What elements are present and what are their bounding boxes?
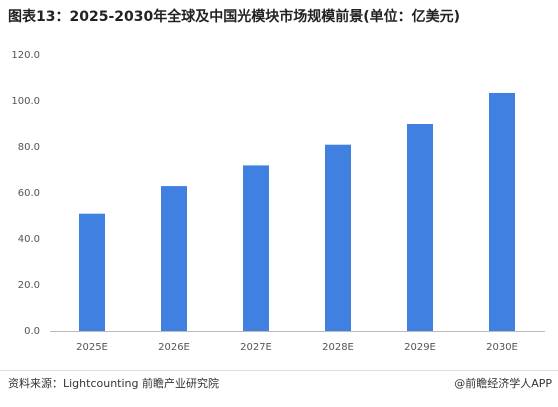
chart-title: 图表13：2025-2030年全球及中国光模块市场规模前景(单位：亿美元) <box>8 8 460 25</box>
bar <box>161 186 187 331</box>
source: 资料来源：Lightcounting 前瞻产业研究院 <box>8 376 219 390</box>
x-tick-label: 2030E <box>486 342 518 353</box>
y-tick-label: 120.0 <box>11 50 40 61</box>
x-tick-label: 2029E <box>404 342 436 353</box>
y-tick-label: 40.0 <box>18 234 40 245</box>
y-tick-label: 20.0 <box>18 280 40 291</box>
y-tick-label: 80.0 <box>18 142 40 153</box>
bar <box>407 124 433 331</box>
x-tick-label: 2025E <box>76 342 108 353</box>
y-tick-label: 0.0 <box>24 326 40 337</box>
credit: @前瞻经济学人APP <box>454 376 552 390</box>
bar <box>325 144 351 331</box>
bar <box>489 92 515 331</box>
bar <box>79 213 105 331</box>
y-tick-label: 100.0 <box>11 96 40 107</box>
y-tick-label: 60.0 <box>18 188 40 199</box>
x-tick-label: 2027E <box>240 342 272 353</box>
x-tick-label: 2026E <box>158 342 190 353</box>
x-tick-label: 2028E <box>322 342 354 353</box>
bar <box>243 165 269 331</box>
